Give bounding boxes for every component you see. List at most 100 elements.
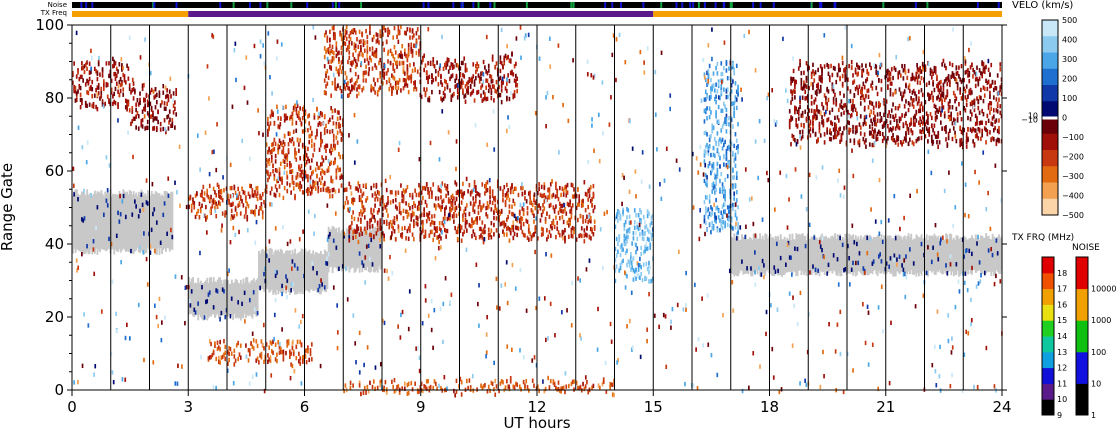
echo-cell [340,50,343,56]
echo-cell [391,51,393,57]
noise-strip-speck [525,2,528,8]
echo-cell [921,127,924,132]
echo-cell [928,129,931,135]
echo-cell [790,117,792,122]
echo-cell [912,75,915,81]
echo-cell [332,133,335,139]
echo-cell [352,197,354,202]
echo-cell [837,67,840,73]
echo-cell [425,203,428,208]
echo-cell [733,67,736,72]
echo-cell [274,273,277,279]
echo-cell [382,73,384,78]
echo-cell [814,267,817,272]
ground-scatter-cell [938,238,941,271]
echo-cell [310,143,313,149]
echo-cell [465,378,468,384]
echo-cell [279,161,282,167]
echo-cell [383,233,385,239]
echo-cell [329,117,331,122]
echo-cell [413,43,415,48]
ground-scatter-cell [746,239,749,274]
echo-cell [394,50,397,55]
ground-scatter-cell [258,251,260,290]
echo-cell [711,163,714,169]
echo-cell [441,204,444,210]
echo-cell [305,174,308,179]
echo-cell [880,87,883,92]
echo-cell [708,63,711,69]
echo-cell [989,72,991,77]
echo-cell [967,73,969,78]
echo-cell [717,208,720,214]
echo-cell [486,389,489,394]
ground-scatter-cell [973,239,976,271]
echo-cell [837,63,840,68]
echo-cell [868,100,871,105]
echo-cell [967,68,969,73]
echo-cell [571,379,574,385]
echo-cell [490,220,493,226]
echo-cell [794,109,796,115]
echo-cell [715,141,717,146]
echo-cell [847,243,849,249]
echo-cell [513,201,516,207]
echo-cell [949,79,951,84]
echo-cell [527,191,530,196]
ground-scatter-cell [960,237,963,274]
echo-cell [540,184,543,190]
echo-cell [202,197,205,202]
echo-cell [872,117,875,122]
echo-cell [167,126,170,131]
echo-cell [97,85,100,90]
echo-cell [310,342,313,347]
echo-cell [172,110,175,115]
echo-cell [515,186,517,191]
echo-cell [870,118,872,123]
ground-scatter-cell [134,194,136,252]
ground-scatter-cell [115,194,118,252]
echo-cell [800,70,803,76]
ground-scatter-cell [769,233,772,275]
echo-cell [441,388,444,393]
echo-cell [844,77,847,83]
echo-cell [960,96,963,101]
echo-cell [451,63,454,68]
echo-cell [508,204,511,209]
echo-cell [258,209,260,214]
echo-cell [946,93,949,98]
echo-cell [493,196,495,201]
echo-cell [205,204,207,210]
echo-cell [434,381,437,387]
echo-cell [106,82,109,88]
echo-cell [292,282,294,287]
echo-cell [418,52,420,57]
echo-cell [724,223,726,228]
echo-cell [423,67,426,73]
echo-cell [490,79,493,84]
echo-cell [316,132,318,137]
echo-cell [405,201,407,206]
echo-cell [335,66,338,72]
echo-cell [358,380,361,385]
ground-scatter-cell [785,240,787,273]
echo-cell [475,188,477,193]
echo-cell [403,51,406,57]
echo-cell [416,69,419,74]
echo-cell [639,263,641,268]
echo-cell [376,90,379,95]
echo-cell [911,76,914,81]
echo-cell [843,68,845,73]
echo-cell [298,164,300,169]
echo-cell [592,191,595,197]
echo-cell [868,113,871,118]
echo-cell [591,197,593,202]
echo-cell [502,65,504,70]
echo-cell [451,93,454,98]
echo-cell [219,360,221,365]
echo-cell [619,252,622,258]
echo-cell [565,184,568,189]
echo-cell [400,24,402,30]
echo-cell [289,169,291,175]
echo-cell [623,238,626,244]
